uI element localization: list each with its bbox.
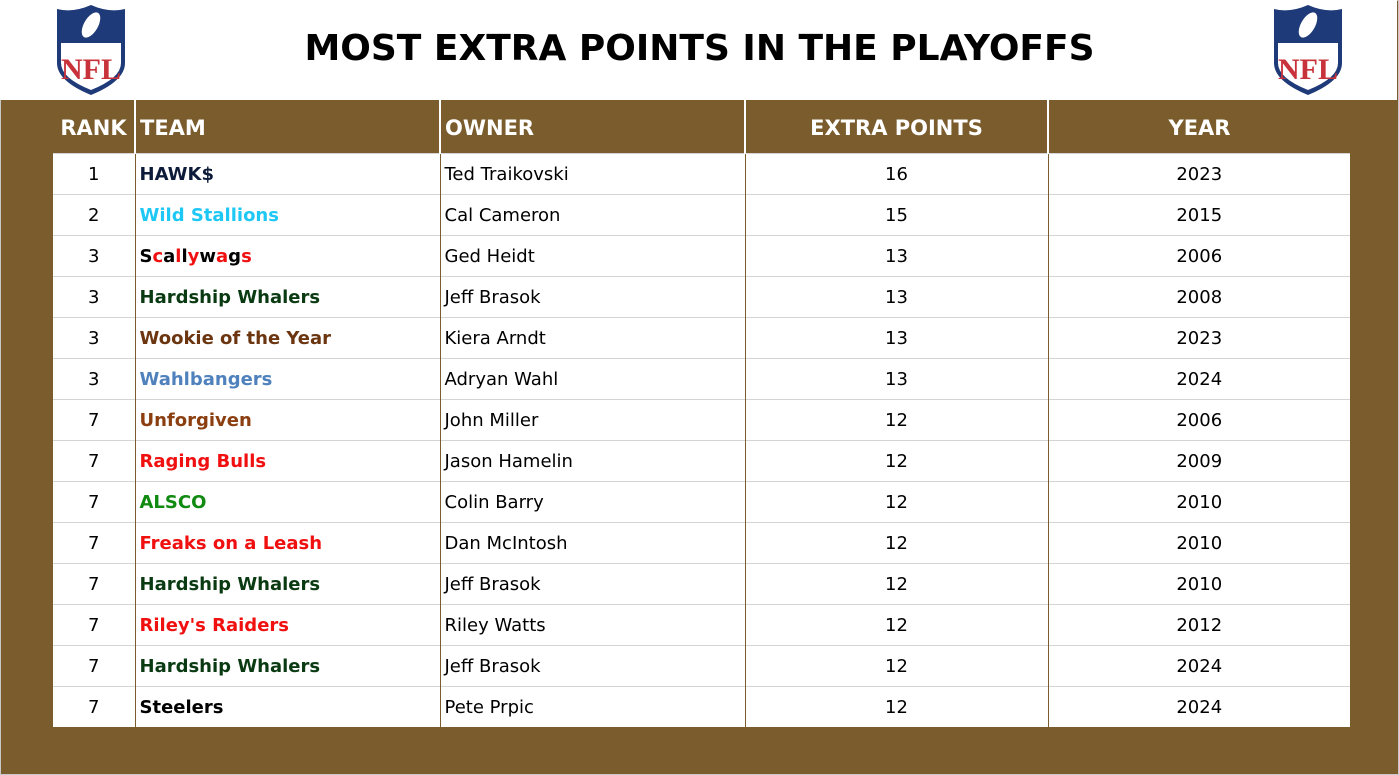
table-row: 3 Wahlbangers Adryan Wahl 13 2024 — [53, 358, 1350, 400]
table-row: 7 Raging Bulls Jason Hamelin 12 2009 — [53, 440, 1350, 482]
extra-points-cell: 12 — [744, 399, 1048, 441]
team-cell: Raging Bulls — [134, 440, 440, 482]
table-row: 7 Hardship Whalers Jeff Brasok 12 2024 — [53, 645, 1350, 687]
nfl-logo-right: NFL — [1274, 5, 1342, 95]
year-cell: 2008 — [1047, 276, 1350, 318]
team-cell: HAWK$ — [134, 153, 440, 195]
rank-cell: 3 — [53, 358, 135, 400]
year-cell: 2024 — [1047, 358, 1350, 400]
year-cell: 2024 — [1047, 645, 1350, 687]
rank-cell: 3 — [53, 317, 135, 359]
year-cell: 2006 — [1047, 399, 1350, 441]
table-row: 3 Hardship Whalers Jeff Brasok 13 2008 — [53, 276, 1350, 318]
table-row: 7 ALSCO Colin Barry 12 2010 — [53, 481, 1350, 523]
owner-cell: Jeff Brasok — [439, 276, 745, 318]
extra-points-cell: 15 — [744, 194, 1048, 236]
table-row: 3 Wookie of the Year Kiera Arndt 13 2023 — [53, 317, 1350, 359]
owner-cell: Dan McIntosh — [439, 522, 745, 564]
team-cell: Hardship Whalers — [134, 563, 440, 605]
owner-cell: Colin Barry — [439, 481, 745, 523]
team-cell: Riley's Raiders — [134, 604, 440, 646]
extra-points-cell: 13 — [744, 276, 1048, 318]
team-cell: Unforgiven — [134, 399, 440, 441]
table-row: 7 Freaks on a Leash Dan McIntosh 12 2010 — [53, 522, 1350, 564]
year-cell: 2010 — [1047, 481, 1350, 523]
year-cell: 2015 — [1047, 194, 1350, 236]
rank-cell: 7 — [53, 563, 135, 605]
rank-cell: 1 — [53, 153, 135, 195]
extra-points-cell: 12 — [744, 481, 1048, 523]
team-cell: Hardship Whalers — [134, 276, 440, 318]
year-cell: 2010 — [1047, 563, 1350, 605]
owner-cell: Riley Watts — [439, 604, 745, 646]
team-cell: Steelers — [134, 686, 440, 727]
team-cell: ALSCO — [134, 481, 440, 523]
col-year: YEAR — [1047, 100, 1350, 154]
owner-cell: Jeff Brasok — [439, 645, 745, 687]
nfl-logo-left: NFL — [57, 5, 125, 95]
extra-points-cell: 13 — [744, 358, 1048, 400]
col-extra-points: EXTRA POINTS — [744, 100, 1048, 154]
rank-cell: 7 — [53, 686, 135, 727]
extra-points-cell: 12 — [744, 645, 1048, 687]
rank-cell: 7 — [53, 440, 135, 482]
year-cell: 2010 — [1047, 522, 1350, 564]
page-title: MOST EXTRA POINTS IN THE PLAYOFFS — [304, 28, 1095, 69]
table-row: 3 Scallywags Ged Heidt 13 2006 — [53, 235, 1350, 277]
header-row: RANK TEAM OWNER EXTRA POINTS YEAR — [53, 100, 1350, 154]
svg-text:NFL: NFL — [61, 53, 121, 86]
extra-points-cell: 12 — [744, 604, 1048, 646]
table-row: 1 HAWK$ Ted Traikovski 16 2023 — [53, 153, 1350, 195]
team-cell: Wild Stallions — [134, 194, 440, 236]
title-banner — [0, 0, 1397, 100]
team-cell: Freaks on a Leash — [134, 522, 440, 564]
owner-cell: John Miller — [439, 399, 745, 441]
owner-cell: Jeff Brasok — [439, 563, 745, 605]
year-cell: 2009 — [1047, 440, 1350, 482]
svg-text:NFL: NFL — [1278, 53, 1338, 86]
team-cell: Wahlbangers — [134, 358, 440, 400]
year-cell: 2023 — [1047, 153, 1350, 195]
owner-cell: Pete Prpic — [439, 686, 745, 727]
rank-cell: 3 — [53, 235, 135, 277]
year-cell: 2006 — [1047, 235, 1350, 277]
owner-cell: Cal Cameron — [439, 194, 745, 236]
table-row: 2 Wild Stallions Cal Cameron 15 2015 — [53, 194, 1350, 236]
rank-cell: 7 — [53, 481, 135, 523]
table-row: 7 Riley's Raiders Riley Watts 12 2012 — [53, 604, 1350, 646]
col-owner: OWNER — [439, 100, 745, 154]
owner-cell: Ted Traikovski — [439, 153, 745, 195]
team-cell: Wookie of the Year — [134, 317, 440, 359]
table-row: 7 Hardship Whalers Jeff Brasok 12 2010 — [53, 563, 1350, 605]
rank-cell: 7 — [53, 522, 135, 564]
owner-cell: Adryan Wahl — [439, 358, 745, 400]
team-cell: Scallywags — [134, 235, 440, 277]
extra-points-cell: 12 — [744, 563, 1048, 605]
col-rank: RANK — [53, 100, 135, 154]
rank-cell: 7 — [53, 399, 135, 441]
team-cell: Hardship Whalers — [134, 645, 440, 687]
year-cell: 2024 — [1047, 686, 1350, 727]
owner-cell: Kiera Arndt — [439, 317, 745, 359]
extra-points-cell: 13 — [744, 317, 1048, 359]
owner-cell: Jason Hamelin — [439, 440, 745, 482]
records-table: RANK TEAM OWNER EXTRA POINTS YEAR 1 HAWK… — [53, 100, 1350, 727]
table-row: 7 Unforgiven John Miller 12 2006 — [53, 399, 1350, 441]
extra-points-cell: 12 — [744, 522, 1048, 564]
rank-cell: 7 — [53, 604, 135, 646]
rank-cell: 2 — [53, 194, 135, 236]
table-row: 7 Steelers Pete Prpic 12 2024 — [53, 686, 1350, 727]
col-team: TEAM — [134, 100, 440, 154]
extra-points-cell: 16 — [744, 153, 1048, 195]
year-cell: 2023 — [1047, 317, 1350, 359]
extra-points-cell: 12 — [744, 440, 1048, 482]
owner-cell: Ged Heidt — [439, 235, 745, 277]
year-cell: 2012 — [1047, 604, 1350, 646]
rank-cell: 7 — [53, 645, 135, 687]
rank-cell: 3 — [53, 276, 135, 318]
extra-points-cell: 13 — [744, 235, 1048, 277]
extra-points-cell: 12 — [744, 686, 1048, 727]
